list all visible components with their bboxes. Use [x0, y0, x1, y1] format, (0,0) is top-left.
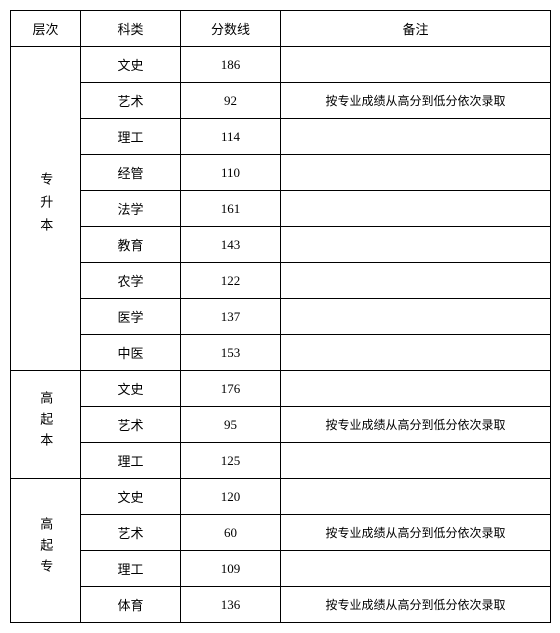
level-cell: 专升本	[11, 47, 81, 371]
remark-cell	[281, 551, 551, 587]
category-cell: 艺术	[81, 515, 181, 551]
table-row: 农学122	[11, 263, 551, 299]
table-row: 艺术95按专业成绩从高分到低分依次录取	[11, 407, 551, 443]
remark-cell	[281, 191, 551, 227]
remark-cell: 按专业成绩从高分到低分依次录取	[281, 515, 551, 551]
category-cell: 教育	[81, 227, 181, 263]
remark-cell	[281, 119, 551, 155]
score-cell: 60	[181, 515, 281, 551]
table-row: 法学161	[11, 191, 551, 227]
table-row: 高起本文史176	[11, 371, 551, 407]
level-cell: 高起专	[11, 479, 81, 623]
score-cell: 95	[181, 407, 281, 443]
score-cell: 137	[181, 299, 281, 335]
remark-cell	[281, 371, 551, 407]
remark-cell	[281, 335, 551, 371]
level-label: 高起本	[38, 391, 54, 454]
remark-cell: 按专业成绩从高分到低分依次录取	[281, 407, 551, 443]
remark-cell	[281, 263, 551, 299]
remark-cell	[281, 443, 551, 479]
category-cell: 理工	[81, 119, 181, 155]
category-cell: 法学	[81, 191, 181, 227]
table-row: 医学137	[11, 299, 551, 335]
score-table: 层次 科类 分数线 备注 专升本文史186艺术92按专业成绩从高分到低分依次录取…	[10, 10, 551, 623]
header-level: 层次	[11, 11, 81, 47]
remark-cell	[281, 155, 551, 191]
remark-cell: 按专业成绩从高分到低分依次录取	[281, 83, 551, 119]
category-cell: 艺术	[81, 83, 181, 119]
header-category: 科类	[81, 11, 181, 47]
level-label: 高起专	[38, 517, 54, 580]
header-row: 层次 科类 分数线 备注	[11, 11, 551, 47]
category-cell: 经管	[81, 155, 181, 191]
score-cell: 114	[181, 119, 281, 155]
category-cell: 文史	[81, 47, 181, 83]
score-cell: 176	[181, 371, 281, 407]
score-cell: 125	[181, 443, 281, 479]
score-cell: 161	[181, 191, 281, 227]
score-cell: 92	[181, 83, 281, 119]
category-cell: 理工	[81, 551, 181, 587]
score-cell: 120	[181, 479, 281, 515]
table-row: 理工109	[11, 551, 551, 587]
level-label: 专升本	[38, 172, 54, 241]
category-cell: 体育	[81, 587, 181, 623]
table-row: 经管110	[11, 155, 551, 191]
score-cell: 110	[181, 155, 281, 191]
table-row: 教育143	[11, 227, 551, 263]
score-cell: 122	[181, 263, 281, 299]
category-cell: 艺术	[81, 407, 181, 443]
score-cell: 143	[181, 227, 281, 263]
score-cell: 109	[181, 551, 281, 587]
category-cell: 农学	[81, 263, 181, 299]
table-row: 体育136按专业成绩从高分到低分依次录取	[11, 587, 551, 623]
category-cell: 中医	[81, 335, 181, 371]
score-cell: 136	[181, 587, 281, 623]
score-cell: 153	[181, 335, 281, 371]
table-row: 艺术92按专业成绩从高分到低分依次录取	[11, 83, 551, 119]
table-row: 理工114	[11, 119, 551, 155]
level-cell: 高起本	[11, 371, 81, 479]
remark-cell	[281, 227, 551, 263]
remark-cell: 按专业成绩从高分到低分依次录取	[281, 587, 551, 623]
table-body: 专升本文史186艺术92按专业成绩从高分到低分依次录取理工114经管110法学1…	[11, 47, 551, 623]
table-row: 艺术60按专业成绩从高分到低分依次录取	[11, 515, 551, 551]
table-row: 高起专文史120	[11, 479, 551, 515]
category-cell: 文史	[81, 371, 181, 407]
remark-cell	[281, 47, 551, 83]
category-cell: 医学	[81, 299, 181, 335]
score-cell: 186	[181, 47, 281, 83]
table-row: 中医153	[11, 335, 551, 371]
remark-cell	[281, 299, 551, 335]
table-row: 专升本文史186	[11, 47, 551, 83]
table-row: 理工125	[11, 443, 551, 479]
header-remark: 备注	[281, 11, 551, 47]
remark-cell	[281, 479, 551, 515]
category-cell: 文史	[81, 479, 181, 515]
category-cell: 理工	[81, 443, 181, 479]
header-score: 分数线	[181, 11, 281, 47]
